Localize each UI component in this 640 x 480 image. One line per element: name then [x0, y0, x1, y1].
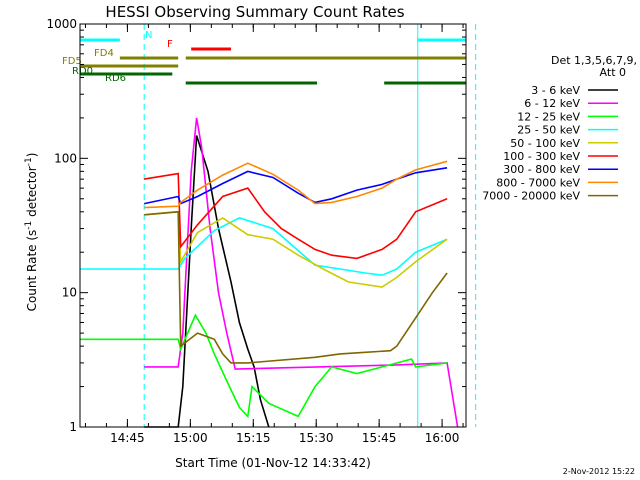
annotation-label-f: F: [167, 39, 173, 50]
x-tick-label-5: 16:00: [425, 431, 460, 445]
annotation-label-rd6: RD6: [105, 73, 126, 84]
legend-header-1: Det 1,3,5,6,7,9,: [551, 54, 637, 67]
x-tick-label-4: 15:45: [362, 431, 397, 445]
y-label-sup-1: -1: [24, 221, 34, 230]
series-lines: [80, 117, 459, 428]
series-line-5: [144, 172, 448, 260]
annotation-label-n: N: [145, 30, 152, 41]
y-tick-label-2: 100: [54, 151, 77, 165]
y-tick-label-0: 1: [69, 420, 77, 434]
annotation-label-fd5: FD5: [62, 56, 82, 67]
legend-header-2: Att 0: [600, 66, 626, 79]
annotation-label-rd0: RD0: [72, 66, 93, 77]
x-tick-label-0: 14:45: [110, 431, 145, 445]
footer-date: 2-Nov-2012 15:22: [563, 467, 635, 476]
y-tick-label-1: 10: [62, 286, 77, 300]
legend-label-8: 7000 - 20000 keV: [482, 190, 580, 203]
annotation-label-fd4: FD4: [94, 48, 114, 59]
legend-label-1: 6 - 12 keV: [524, 97, 580, 110]
chart-title: HESSI Observing Summary Count Rates: [105, 3, 404, 21]
legend-label-7: 800 - 7000 keV: [496, 176, 580, 189]
series-line-6: [144, 167, 448, 205]
legend-label-4: 50 - 100 keV: [510, 137, 580, 150]
y-label-part-3: ): [25, 153, 39, 158]
series-line-3: [80, 217, 448, 277]
x-axis-label: Start Time (01-Nov-12 14:33:42): [175, 456, 371, 470]
legend-label-3: 25 - 50 keV: [517, 124, 580, 137]
y-label-sup-2: -1: [24, 157, 34, 166]
plot-frame: [79, 23, 467, 428]
y-axis-label: Count Rate (s-1 detector-1): [24, 153, 39, 312]
series-line-7: [144, 160, 448, 209]
legend-label-0: 3 - 6 keV: [531, 84, 580, 97]
series-line-2: [80, 313, 448, 419]
axis-ticks: 14:45 15:00 15:15 15:30 15:45 16:00 1 10 100 1000: [46, 17, 466, 445]
x-tick-label-3: 15:30: [299, 431, 334, 445]
x-tick-label-1: 15:00: [173, 431, 208, 445]
x-tick-label-2: 15:15: [236, 431, 271, 445]
legend-label-5: 100 - 300 keV: [503, 150, 580, 163]
series-line-0: [144, 135, 270, 428]
y-label-part-1: Count Rate (s: [25, 230, 39, 312]
legend-label-6: 300 - 800 keV: [503, 163, 580, 176]
y-tick-label-3: 1000: [46, 17, 77, 31]
series-line-1: [144, 117, 459, 428]
series-line-4: [144, 210, 448, 288]
y-label-part-2: detector: [25, 166, 39, 221]
series-line-8: [144, 210, 448, 364]
legend-label-2: 12 - 25 keV: [517, 110, 580, 123]
